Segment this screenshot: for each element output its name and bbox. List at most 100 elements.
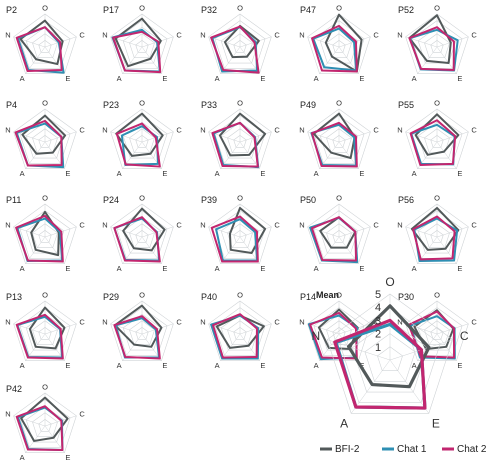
axis-label-c: C (471, 221, 477, 230)
grid-ring (430, 40, 444, 53)
panel-p24: O C E A N P24 (102, 194, 182, 274)
axis-label-a: A (340, 416, 348, 430)
grid-ring (38, 327, 52, 340)
grid-ring (227, 320, 253, 345)
axis-label-e: E (162, 74, 167, 83)
series-chat-2-line (115, 122, 161, 168)
grid-ring (13, 13, 77, 74)
panel-title: P49 (300, 100, 316, 110)
axis-label-o: O (434, 4, 440, 13)
axis-label-n: N (397, 221, 402, 230)
axis-label-e: E (457, 169, 462, 178)
axis-label-e: E (260, 361, 265, 370)
axis-label-c: C (274, 221, 280, 230)
axis-label-c: C (79, 318, 85, 327)
series-chat-1-line (120, 125, 159, 166)
grid-ring (319, 121, 359, 159)
axis-label-n: N (311, 329, 320, 343)
grid-spoke (319, 46, 340, 74)
axis-label-c: C (274, 318, 280, 327)
axis-label-n: N (200, 31, 205, 40)
axis-label-n: N (5, 318, 10, 327)
grid-ring (13, 108, 77, 169)
axis-label-a: A (20, 453, 25, 460)
panel-p50: O C E A N P50 (299, 194, 379, 274)
grid-ring (32, 33, 58, 58)
grid-ring (326, 293, 454, 414)
grid-ring (208, 203, 272, 264)
grid-ring (32, 223, 58, 248)
axis-label-e: E (162, 264, 167, 273)
grid-ring (38, 135, 52, 148)
grid-ring (13, 392, 77, 453)
axis-label-n: N (200, 318, 205, 327)
grid-ring (430, 230, 444, 243)
panel-title: P17 (103, 5, 119, 15)
series-bfi-2-line (218, 112, 267, 157)
series-bfi-2-line (346, 304, 431, 389)
grid-ring (208, 300, 272, 361)
axis-label-a: A (314, 169, 319, 178)
grid-ring (377, 346, 403, 371)
axis-label-a: A (117, 169, 122, 178)
axis-label-e: E (457, 264, 462, 273)
panel-title: P39 (201, 195, 217, 205)
panel-title: P29 (103, 292, 119, 302)
grid-ring (332, 135, 346, 148)
axis-label-a: A (117, 361, 122, 370)
axis-label-o: O (237, 4, 243, 13)
axis-label-c: C (79, 221, 85, 230)
panel-title: P47 (300, 5, 316, 15)
panel-p40: O C E A N P40 (200, 291, 280, 371)
grid-spoke (436, 36, 469, 48)
grid-ring (25, 405, 65, 443)
grid-spoke (436, 226, 469, 238)
series-chat-2-line (333, 318, 427, 410)
legend-label: Chat 2 (457, 444, 487, 455)
axis-label-a: A (215, 74, 220, 83)
series-bfi-2-line (28, 306, 66, 350)
series-chat-2-line (112, 30, 162, 74)
axis-label-a: A (215, 169, 220, 178)
axis-label-o: O (42, 99, 48, 108)
grid-ring (13, 300, 77, 361)
grid-ring (319, 26, 359, 64)
panel-p52: O C E A N P52 (397, 4, 477, 84)
axis-label-o: O (139, 4, 145, 13)
axis-label-a: A (117, 264, 122, 273)
series-chat-2-line (408, 26, 455, 71)
series-bfi-2-line (228, 206, 267, 255)
grid-ring (405, 13, 469, 74)
grid-ring (38, 40, 52, 53)
grid-spoke (436, 131, 469, 143)
axis-label-n: N (299, 126, 304, 135)
grid-ring (326, 320, 352, 345)
mean-panel: O C E A N Mean 12 345 (311, 275, 468, 430)
series-chat-2-line (211, 121, 259, 168)
radial-tick-label: 5 (375, 289, 381, 301)
axis-label-n: N (397, 318, 402, 327)
panel-p47: O C E A N P47 (299, 4, 379, 84)
axis-label-e: E (260, 264, 265, 273)
axis-label-n: N (102, 31, 107, 40)
panel-p23: O C E A N P23 (102, 99, 182, 179)
axis-label-a: A (20, 361, 25, 370)
axis-label-n: N (102, 221, 107, 230)
axis-label-o: O (385, 275, 394, 289)
axis-label-a: A (314, 74, 319, 83)
axis-label-e: E (359, 169, 364, 178)
panel-p2: O C E A N P2 (5, 4, 85, 84)
axis-label-c: C (79, 126, 85, 135)
axis-label-c: C (460, 329, 469, 343)
series-chat-1-line (215, 218, 259, 262)
grid-ring (405, 300, 469, 361)
series-chat-2-line (210, 215, 259, 263)
axis-label-n: N (102, 126, 107, 135)
axis-label-c: C (471, 318, 477, 327)
grid-ring (307, 13, 371, 74)
grid-ring (122, 313, 162, 351)
series-chat-2-line (15, 26, 63, 73)
axis-label-a: A (314, 361, 319, 370)
grid-ring (307, 203, 371, 264)
axis-label-o: O (336, 194, 342, 203)
